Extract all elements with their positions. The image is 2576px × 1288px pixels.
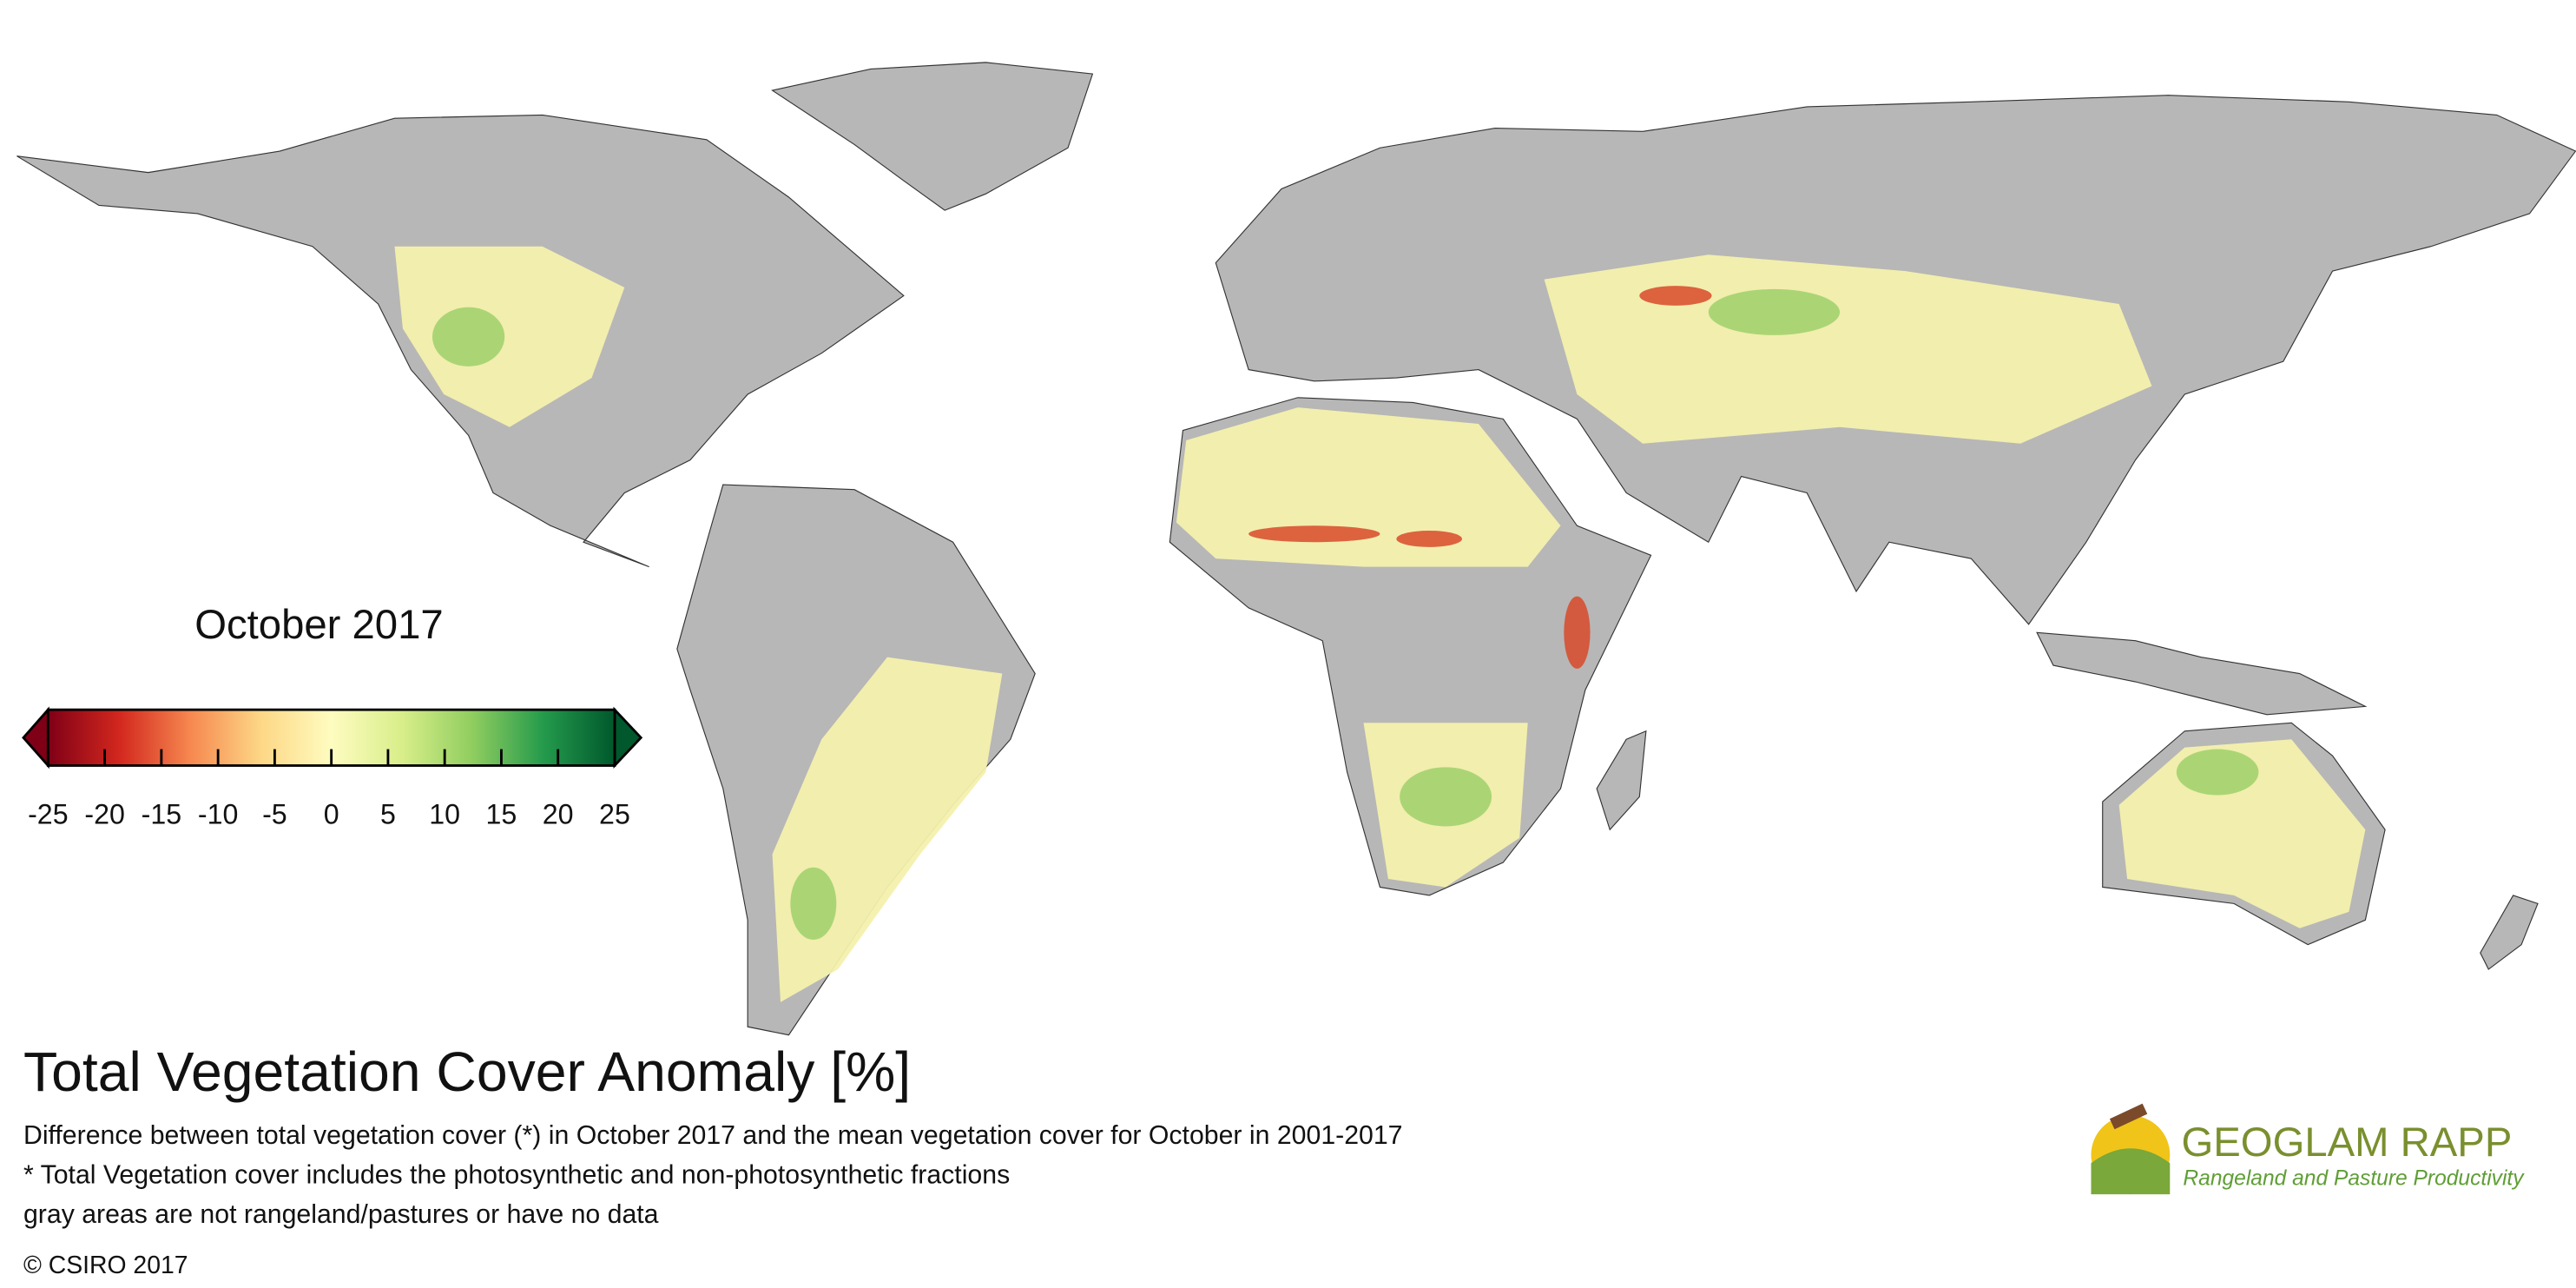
colorbar-tick-label: -25 — [28, 799, 68, 830]
description-line: * Total Vegetation cover includes the ph… — [23, 1160, 1010, 1189]
logo: GEOGLAM RAPP Rangeland and Pasture Produ… — [2091, 1103, 2525, 1195]
colorbar-tick-label: 15 — [486, 799, 517, 830]
description-line: Difference between total vegetation cove… — [23, 1121, 1403, 1150]
colorbar-tick-label: 0 — [324, 799, 339, 830]
colorbar-tick-label: -20 — [84, 799, 124, 830]
logo-roof — [2109, 1103, 2148, 1130]
colorbar-tick-label: 5 — [380, 799, 396, 830]
colorbar-tick-label: 10 — [429, 799, 460, 830]
colorbar-tick-label: -15 — [142, 799, 181, 830]
north-america-range — [394, 246, 625, 427]
sahara-range — [1176, 407, 1561, 567]
colorbar: -25 -20 -15 -10 -5 0 5 10 15 20 25 — [22, 706, 643, 830]
page-title: Total Vegetation Cover Anomaly [%] — [23, 1040, 911, 1103]
australia-range — [2118, 739, 2366, 928]
green-patch — [1708, 288, 1841, 335]
logo-tagline: Rangeland and Pasture Productivity — [2183, 1167, 2525, 1191]
red-patch — [1564, 596, 1591, 669]
colorbar-left-arrow — [22, 706, 49, 769]
red-patch — [1396, 530, 1463, 547]
red-patch — [1639, 286, 1712, 306]
logo-field — [2091, 1148, 2171, 1195]
colorbar-tick-label: -10 — [198, 799, 238, 830]
colorbar-right-arrow — [613, 706, 643, 769]
green-patch — [1400, 767, 1492, 827]
southeast-asia-islands — [2036, 631, 2368, 716]
colorbar-tick-label: -5 — [262, 799, 287, 830]
greenland — [771, 62, 1094, 211]
green-patch — [2176, 749, 2259, 796]
logo-name: GEOGLAM RAPP — [2182, 1120, 2513, 1166]
red-patch — [1248, 525, 1380, 543]
green-patch — [432, 307, 505, 367]
new-zealand — [2480, 895, 2539, 970]
green-patch — [790, 867, 837, 940]
colorbar-tick-label: 20 — [543, 799, 574, 830]
madagascar — [1596, 730, 1647, 831]
legend-title: October 2017 — [194, 602, 443, 648]
world-map — [16, 62, 2576, 1036]
copyright: © CSIRO 2017 — [23, 1252, 188, 1279]
colorbar-tick-label: 25 — [599, 799, 630, 830]
description-line: gray areas are not rangeland/pastures or… — [23, 1200, 659, 1229]
